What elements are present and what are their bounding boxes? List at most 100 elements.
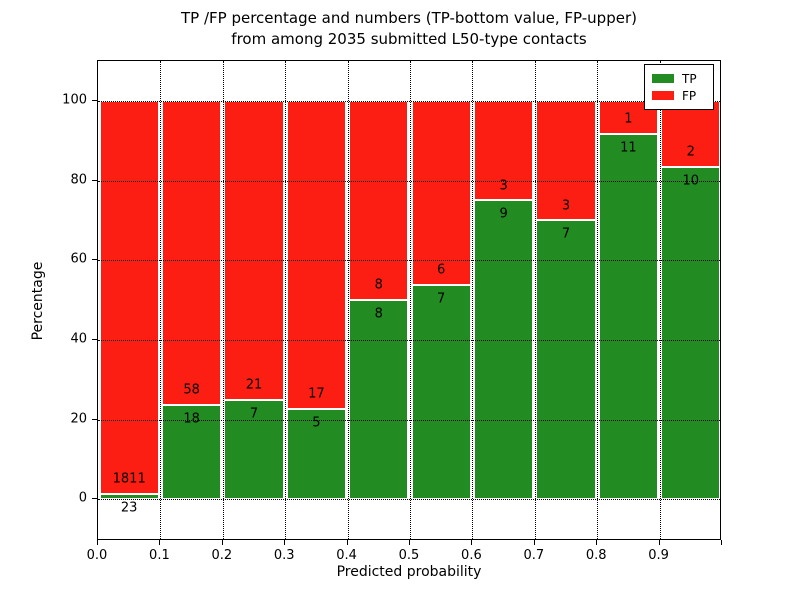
x-tick-label: 0.5 bbox=[398, 548, 420, 563]
plot-area: 1811 23 58 18 21 7 17 5 8 8 6 7 3 9 3 7 1 11 2 10 bbox=[97, 60, 721, 540]
y-gridline bbox=[98, 260, 720, 262]
bar-fp-segment bbox=[161, 100, 222, 405]
x-tick-label: 0.9 bbox=[648, 548, 669, 563]
chart-title: TP /FP percentage and numbers (TP-bottom… bbox=[97, 8, 721, 50]
y-gridline bbox=[98, 339, 720, 341]
fp-count-label: 21 bbox=[245, 377, 263, 393]
legend-entry: TP bbox=[652, 70, 705, 87]
tp-count-label: 7 bbox=[561, 226, 571, 242]
y-tick bbox=[92, 259, 97, 261]
y-tick-label: 60 bbox=[70, 251, 87, 267]
bar-tp-segment bbox=[536, 220, 596, 500]
y-tick-label: 40 bbox=[70, 331, 87, 347]
chart-title-line1: TP /FP percentage and numbers (TP-bottom… bbox=[181, 9, 637, 27]
bar-tp-segment bbox=[598, 134, 659, 500]
fp-count-label: 2 bbox=[686, 144, 695, 160]
x-gridline bbox=[597, 61, 599, 539]
y-gridline bbox=[98, 499, 720, 501]
x-gridline bbox=[472, 61, 474, 539]
x-gridline bbox=[347, 61, 349, 539]
x-tick-label: 0.1 bbox=[149, 548, 170, 563]
x-tick-label: 0.2 bbox=[211, 548, 233, 563]
x-tick bbox=[346, 540, 348, 545]
x-tick bbox=[658, 540, 660, 545]
fp-count-label: 1 bbox=[624, 111, 633, 127]
x-tick bbox=[596, 540, 598, 545]
x-gridline bbox=[160, 61, 162, 539]
fp-count-label: 6 bbox=[437, 262, 446, 278]
x-tick-label: 0.3 bbox=[273, 548, 295, 563]
x-tick bbox=[471, 540, 473, 545]
tp-count-label: 11 bbox=[620, 140, 637, 156]
x-tick bbox=[533, 540, 535, 545]
y-axis-label: Percentage bbox=[30, 261, 46, 341]
fp-count-label: 3 bbox=[561, 198, 571, 214]
x-tick-label: 0.6 bbox=[461, 548, 482, 563]
bar-fp-segment bbox=[286, 100, 347, 409]
bar-fp-segment bbox=[349, 100, 409, 300]
x-tick bbox=[409, 540, 410, 545]
x-tick bbox=[97, 540, 98, 545]
fp-count-label: 1811 bbox=[112, 471, 146, 487]
fp-count-label: 3 bbox=[499, 178, 508, 194]
x-gridline bbox=[222, 61, 224, 539]
bar-fp-segment bbox=[473, 100, 534, 201]
y-tick bbox=[92, 99, 97, 101]
x-axis-label: Predicted probability bbox=[336, 564, 482, 580]
bar-tp-segment bbox=[99, 494, 159, 500]
x-gridline bbox=[534, 61, 536, 539]
y-tick bbox=[92, 498, 97, 500]
tp-count-label: 7 bbox=[249, 406, 259, 422]
y-tick-label: 80 bbox=[70, 172, 87, 187]
fp-count-label: 8 bbox=[374, 277, 383, 293]
tp-count-label: 5 bbox=[312, 415, 321, 431]
x-tick-label: 0.7 bbox=[523, 548, 545, 563]
x-tick bbox=[284, 540, 286, 545]
bar-tp-segment bbox=[473, 200, 534, 500]
chart-title-line2: from among 2035 submitted L50-type conta… bbox=[231, 30, 587, 48]
x-gridline bbox=[410, 61, 411, 539]
y-tick-label: 0 bbox=[78, 490, 87, 506]
tp-count-label: 9 bbox=[499, 206, 508, 222]
x-tick bbox=[721, 540, 722, 545]
x-tick-label: 0.0 bbox=[86, 548, 108, 563]
x-gridline bbox=[659, 61, 661, 539]
x-tick bbox=[159, 540, 161, 545]
bar-tp-segment bbox=[161, 404, 222, 500]
bar-tp-segment bbox=[411, 284, 471, 500]
y-tick-label: 100 bbox=[62, 92, 87, 108]
fp-legend-swatch bbox=[652, 91, 674, 100]
fp-count-label: 17 bbox=[308, 386, 325, 402]
tp-count-label: 8 bbox=[374, 306, 383, 322]
y-tick bbox=[92, 418, 97, 420]
bar-tp-segment bbox=[349, 300, 409, 500]
y-gridline bbox=[98, 180, 720, 182]
y-gridline bbox=[98, 419, 720, 421]
legend-entry-label: FP bbox=[682, 88, 697, 103]
legend-entry: FP bbox=[652, 87, 705, 104]
tp-count-label: 23 bbox=[120, 500, 138, 516]
y-tick-label: 20 bbox=[70, 411, 87, 426]
y-tick bbox=[92, 338, 97, 340]
legend-entry-label: TP bbox=[682, 71, 697, 86]
bar-fp-segment bbox=[661, 100, 721, 168]
y-gridline bbox=[98, 100, 720, 102]
y-tick bbox=[92, 179, 97, 181]
bar-fp-segment bbox=[411, 100, 471, 285]
bar-fp-segment bbox=[224, 100, 284, 400]
tp-count-label: 18 bbox=[183, 411, 200, 427]
bar-fp-segment bbox=[99, 100, 159, 495]
bar-tp-segment bbox=[286, 408, 347, 500]
fp-count-label: 58 bbox=[183, 382, 200, 398]
x-gridline bbox=[285, 61, 287, 539]
bar-tp-segment bbox=[224, 399, 284, 500]
tp-legend-swatch bbox=[652, 74, 674, 83]
bar-fp-segment bbox=[536, 100, 596, 221]
x-tick-label: 0.8 bbox=[585, 548, 607, 563]
x-tick bbox=[221, 540, 223, 545]
bar-tp-segment bbox=[661, 167, 721, 500]
tp-count-label: 7 bbox=[437, 291, 446, 307]
x-tick-label: 0.4 bbox=[336, 548, 357, 563]
tp-count-label: 10 bbox=[682, 173, 700, 189]
